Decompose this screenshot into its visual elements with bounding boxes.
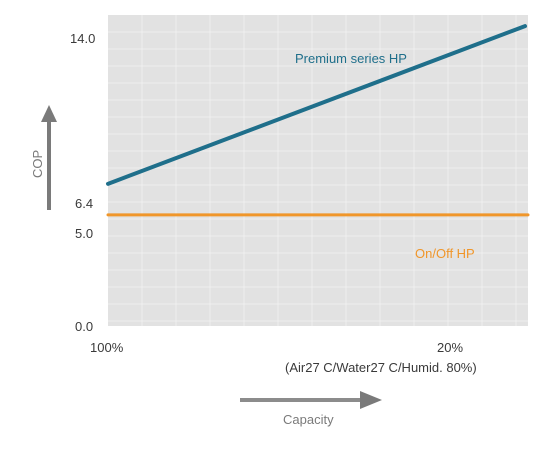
x-tick-20pct: 20% bbox=[437, 340, 463, 355]
y-axis-arrow-head bbox=[41, 105, 57, 122]
y-tick-6-4: 6.4 bbox=[75, 196, 93, 211]
y-tick-5: 5.0 bbox=[75, 226, 93, 241]
series-line-premium bbox=[106, 24, 527, 186]
series-label-premium: Premium series HP bbox=[295, 51, 407, 66]
x-condition-note: (Air27 C/Water27 C/Humid. 80%) bbox=[285, 360, 477, 375]
y-tick-0: 0.0 bbox=[75, 319, 93, 334]
y-tick-14: 14.0 bbox=[70, 31, 95, 46]
x-tick-100pct: 100% bbox=[90, 340, 124, 355]
y-axis-title: COP bbox=[30, 150, 45, 178]
series-label-onoff: On/Off HP bbox=[415, 246, 475, 261]
x-axis-arrow-shaft bbox=[240, 398, 360, 402]
x-axis-title: Capacity bbox=[283, 412, 334, 427]
plot-background bbox=[108, 15, 528, 326]
x-axis-arrow-head bbox=[360, 391, 382, 409]
